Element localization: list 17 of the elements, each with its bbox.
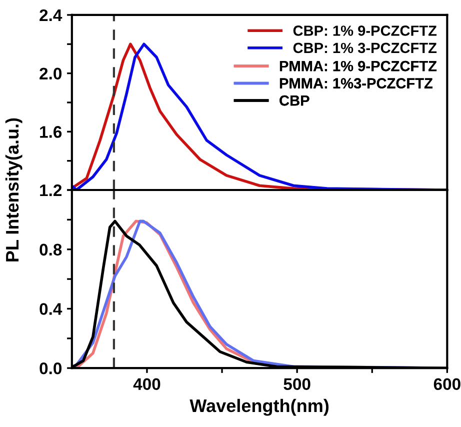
y-tick-label: 0.4 (40, 303, 62, 315)
x-tick-label: 600 (434, 378, 460, 390)
y-tick-label: 0.8 (40, 244, 62, 256)
y-tick-label: 2.4 (40, 9, 62, 21)
legend-label: PMMA: 1% 9-PCZCFTZ (280, 60, 437, 72)
legend-label: CBP: 1% 9-PCZCFTZ (293, 26, 437, 36)
legend-label: PMMA: 1%3-PCZCFTZ (280, 78, 432, 88)
y-tick-label: 1.2 (40, 184, 62, 196)
x-tick-label: 500 (284, 378, 310, 390)
y-axis-title: PL Intensity(a.u.) (5, 118, 22, 262)
y-tick-label: 0.0 (40, 362, 62, 374)
legend-label: CBP (280, 95, 310, 106)
x-axis-title: Wavelength(nm) (190, 398, 329, 416)
y-tick-label: 2.0 (40, 68, 62, 80)
x-tick-label: 400 (133, 378, 160, 390)
legend-label: CBP: 1% 3-PCZCFTZ (293, 42, 437, 54)
y-tick-label: 1.6 (40, 126, 62, 138)
